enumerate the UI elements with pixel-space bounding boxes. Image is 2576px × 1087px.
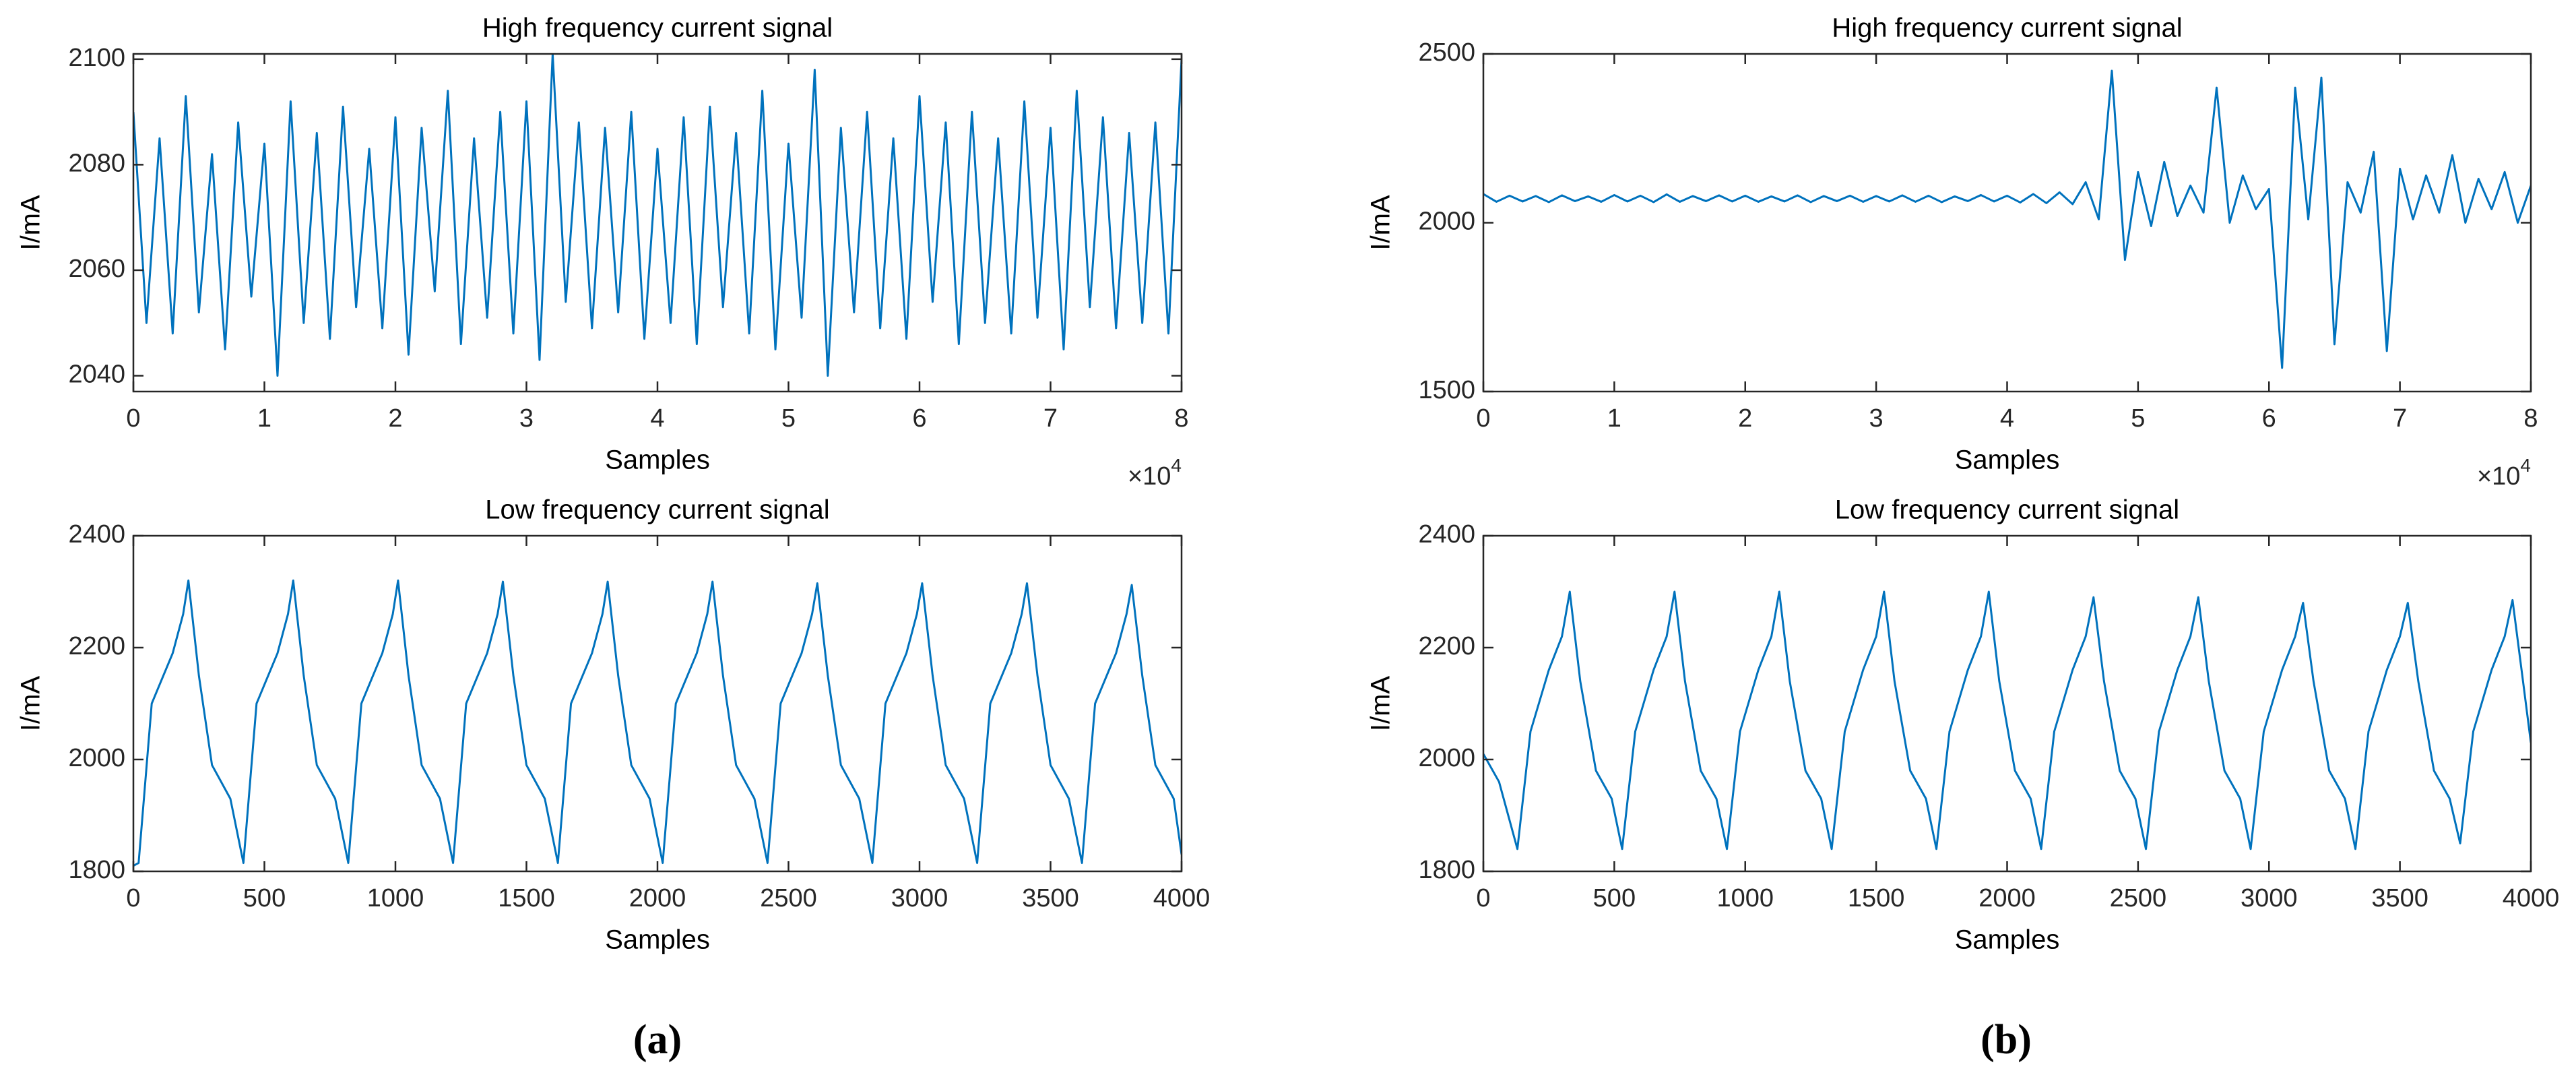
x-tick-label: 4: [2000, 404, 2014, 433]
y-tick-label: 2200: [1418, 632, 1475, 660]
y-tick-label: 2000: [68, 744, 125, 772]
caption: (a): [633, 1017, 682, 1063]
plot-data: [133, 579, 1182, 867]
x-tick-label: 5: [2131, 404, 2145, 433]
x-axis-label: Samples: [605, 925, 710, 955]
y-tick-label: 2060: [68, 255, 125, 283]
x-axis-label: Samples: [1955, 925, 2060, 955]
x-tick-label: 2500: [760, 884, 817, 912]
signal-line: [1483, 69, 2531, 369]
x-tick-label: 3000: [2241, 884, 2298, 912]
x-tick-label: 0: [126, 404, 140, 433]
y-axis-label: I/mA: [1366, 676, 1396, 732]
y-tick-label: 2080: [68, 149, 125, 177]
chart-title: Low frequency current signal: [485, 495, 829, 525]
x-multiplier-exponent: 4: [2520, 455, 2531, 476]
x-tick-label: 6: [912, 404, 926, 433]
chart-title: High frequency current signal: [482, 13, 833, 43]
x-axis-label: Samples: [1955, 445, 2060, 475]
x-axis-label: Samples: [605, 445, 710, 475]
x-tick-label: 4000: [1153, 884, 1211, 912]
caption: (b): [1981, 1017, 2032, 1063]
x-tick-label: 0: [126, 884, 140, 912]
x-tick-label: 1: [1607, 404, 1621, 433]
x-tick-label: 1500: [1848, 884, 1905, 912]
y-axis-label: I/mA: [16, 195, 46, 251]
signal-line: [1483, 590, 2531, 850]
chart-title: Low frequency current signal: [1835, 495, 2179, 525]
signal-line: [133, 54, 1182, 377]
x-tick-label: 2000: [1978, 884, 2036, 912]
plot-area: [133, 54, 1182, 392]
x-tick-label: 3: [519, 404, 534, 433]
x-tick-label: 1: [257, 404, 271, 433]
x-tick-label: 7: [2393, 404, 2407, 433]
y-tick-label: 1800: [1418, 856, 1475, 884]
plot-area: [1483, 536, 2531, 871]
y-axis-label: I/mA: [16, 676, 46, 732]
plot-data: [1483, 590, 2531, 850]
x-tick-label: 6: [2262, 404, 2276, 433]
plot-area: [133, 536, 1182, 871]
x-tick-label: 2: [388, 404, 402, 433]
plot-data: [133, 54, 1182, 377]
y-tick-label: 2400: [68, 520, 125, 549]
y-tick-label: 2200: [68, 632, 125, 660]
x-tick-label: 3500: [1022, 884, 1079, 912]
x-tick-label: 2: [1738, 404, 1752, 433]
x-tick-label: 5: [781, 404, 796, 433]
y-tick-label: 1800: [68, 856, 125, 884]
x-tick-label: 4: [650, 404, 664, 433]
x-tick-label: 2000: [629, 884, 686, 912]
x-tick-label: 8: [1174, 404, 1188, 433]
x-tick-label: 4000: [2503, 884, 2560, 912]
y-tick-label: 2100: [68, 44, 125, 72]
x-tick-label: 1000: [367, 884, 424, 912]
x-tick-label: 0: [1476, 884, 1490, 912]
y-tick-label: 2400: [1418, 520, 1475, 549]
x-tick-label: 3: [1869, 404, 1883, 433]
y-tick-label: 2000: [1418, 744, 1475, 772]
x-multiplier-base: ×10: [1128, 462, 1171, 491]
x-tick-label: 1500: [498, 884, 555, 912]
x-tick-label: 0: [1476, 404, 1490, 433]
x-multiplier: ×104: [2477, 455, 2531, 491]
x-multiplier-base: ×10: [2477, 462, 2520, 491]
chart-title: High frequency current signal: [1832, 13, 2182, 43]
x-multiplier-exponent: 4: [1171, 455, 1182, 476]
y-axis-label: I/mA: [1366, 195, 1396, 251]
signal-line: [133, 579, 1182, 867]
x-tick-label: 7: [1043, 404, 1058, 433]
x-multiplier: ×104: [1128, 455, 1182, 491]
plot-data: [1483, 69, 2531, 369]
plot-area: [1483, 54, 2531, 392]
x-tick-label: 500: [1593, 884, 1636, 912]
x-tick-label: 2500: [2110, 884, 2167, 912]
x-tick-label: 500: [243, 884, 286, 912]
y-tick-label: 2000: [1418, 208, 1475, 236]
y-tick-label: 2500: [1418, 38, 1475, 67]
x-tick-label: 1000: [1716, 884, 1774, 912]
y-tick-label: 1500: [1418, 376, 1475, 404]
x-tick-label: 8: [2523, 404, 2538, 433]
y-tick-label: 2040: [68, 361, 125, 389]
x-tick-label: 3500: [2371, 884, 2428, 912]
x-tick-label: 3000: [891, 884, 948, 912]
